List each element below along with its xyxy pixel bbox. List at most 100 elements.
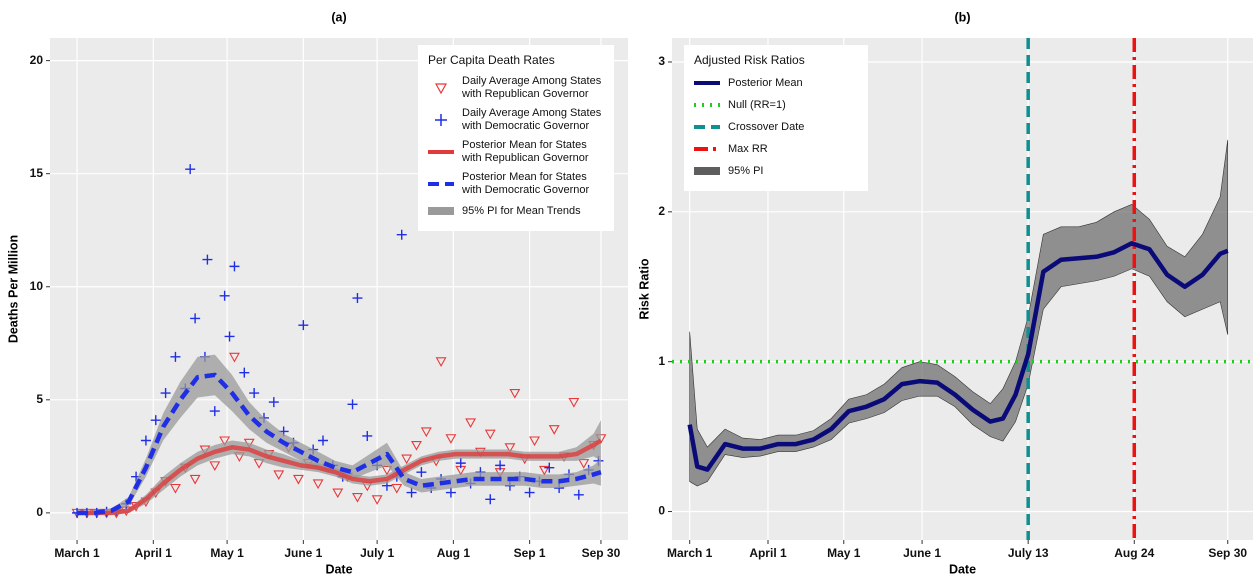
point	[249, 388, 260, 399]
legend-symbol	[694, 125, 720, 129]
point	[189, 474, 201, 485]
point	[169, 483, 181, 494]
y-axis-title: Risk Ratio	[637, 258, 651, 319]
y-tick-label: 15	[30, 166, 44, 180]
point	[140, 435, 151, 446]
legend: Per Capita Death Rates Daily Average Amon…	[418, 45, 614, 231]
y-tick-label: 5	[36, 392, 43, 406]
legend-label: Max RR	[728, 142, 768, 155]
legend-symbol	[694, 167, 720, 175]
pi-band	[77, 354, 601, 516]
chart-title: (b)	[955, 10, 971, 24]
legend-item: Daily Average Among States with Republic…	[426, 75, 606, 101]
point	[416, 467, 427, 478]
point	[185, 164, 196, 175]
point	[150, 415, 161, 426]
point	[160, 388, 171, 399]
x-axis-title: Date	[325, 562, 352, 576]
point	[318, 435, 329, 446]
y-tick-label: 3	[658, 54, 665, 68]
legend-item: Null (RR=1)	[692, 97, 860, 113]
legend-item: Daily Average Among States with Democrat…	[426, 107, 606, 133]
point	[292, 474, 304, 485]
legend-item: 95% PI	[692, 163, 860, 179]
legend-item: Posterior Mean for States with Republica…	[426, 139, 606, 165]
legend-symbol	[434, 83, 448, 95]
point	[362, 430, 373, 441]
point	[298, 320, 309, 331]
point	[504, 443, 516, 453]
point	[435, 357, 447, 367]
point	[268, 397, 279, 408]
legend-label: Posterior Mean for States with Democrati…	[462, 171, 590, 196]
legend-title: Per Capita Death Rates	[428, 53, 555, 67]
legend-band	[428, 207, 454, 215]
legend-label: Crossover Date	[728, 120, 805, 133]
mean-line	[687, 241, 1229, 472]
x-tick-label: April 1	[135, 546, 173, 560]
x-axis-title: Date	[949, 562, 976, 576]
y-tick-label: 0	[36, 505, 43, 519]
point	[445, 434, 457, 444]
point	[465, 418, 477, 429]
legend-symbol	[428, 182, 454, 186]
x-tick-label: Sep 30	[582, 546, 621, 560]
y-tick-label: 20	[30, 53, 44, 67]
legend-label: 95% PI	[728, 164, 764, 177]
point	[209, 406, 220, 417]
legend-symbol	[428, 207, 454, 215]
point	[219, 290, 230, 301]
legend-marker	[435, 114, 447, 126]
point	[273, 470, 285, 481]
point	[548, 425, 560, 435]
legend-title: Adjusted Risk Ratios	[694, 53, 805, 67]
point	[544, 462, 555, 473]
y-tick-label: 0	[658, 504, 665, 518]
point	[224, 331, 235, 342]
point	[239, 367, 250, 378]
point	[332, 488, 344, 499]
point	[401, 454, 413, 465]
legend-label: Posterior Mean for States with Republica…	[462, 139, 589, 164]
point	[381, 465, 393, 476]
point	[229, 261, 240, 272]
point	[406, 487, 417, 498]
y-tick-label: 1	[658, 354, 665, 368]
point	[190, 313, 201, 324]
point	[209, 461, 221, 472]
point	[529, 436, 540, 447]
point	[396, 229, 407, 240]
point	[495, 460, 506, 471]
legend-marker	[434, 83, 448, 95]
legend-label: Posterior Mean	[728, 76, 803, 89]
chart-title: (a)	[331, 10, 346, 24]
x-tick-label: March 1	[54, 546, 100, 560]
pi-band	[689, 139, 1229, 487]
point	[219, 436, 231, 447]
point	[202, 254, 213, 265]
plot-area	[71, 164, 607, 519]
y-axis-title: Deaths Per Million	[6, 235, 20, 343]
legend-item: Crossover Date	[692, 119, 860, 135]
x-tick-label: July 13	[1008, 546, 1049, 560]
x-tick-label: Aug 1	[437, 546, 471, 560]
point	[347, 399, 358, 410]
point	[170, 351, 181, 362]
point	[312, 479, 324, 490]
point	[420, 427, 432, 438]
x-tick-label: Aug 24	[1114, 546, 1154, 560]
point	[352, 492, 363, 503]
point	[411, 440, 422, 451]
legend-symbol	[428, 150, 454, 154]
x-tick-label: June 1	[284, 546, 322, 560]
point	[524, 487, 535, 498]
point	[229, 352, 240, 363]
legend-item: Max RR	[692, 141, 860, 157]
legend-symbol	[694, 103, 720, 107]
y-tick-label: 2	[658, 204, 665, 218]
point	[485, 494, 496, 505]
legend-label: Daily Average Among States with Democrat…	[462, 107, 602, 132]
x-tick-label: Sep 1	[514, 546, 546, 560]
x-tick-label: Sep 30	[1208, 546, 1247, 560]
x-tick-label: May 1	[827, 546, 861, 560]
